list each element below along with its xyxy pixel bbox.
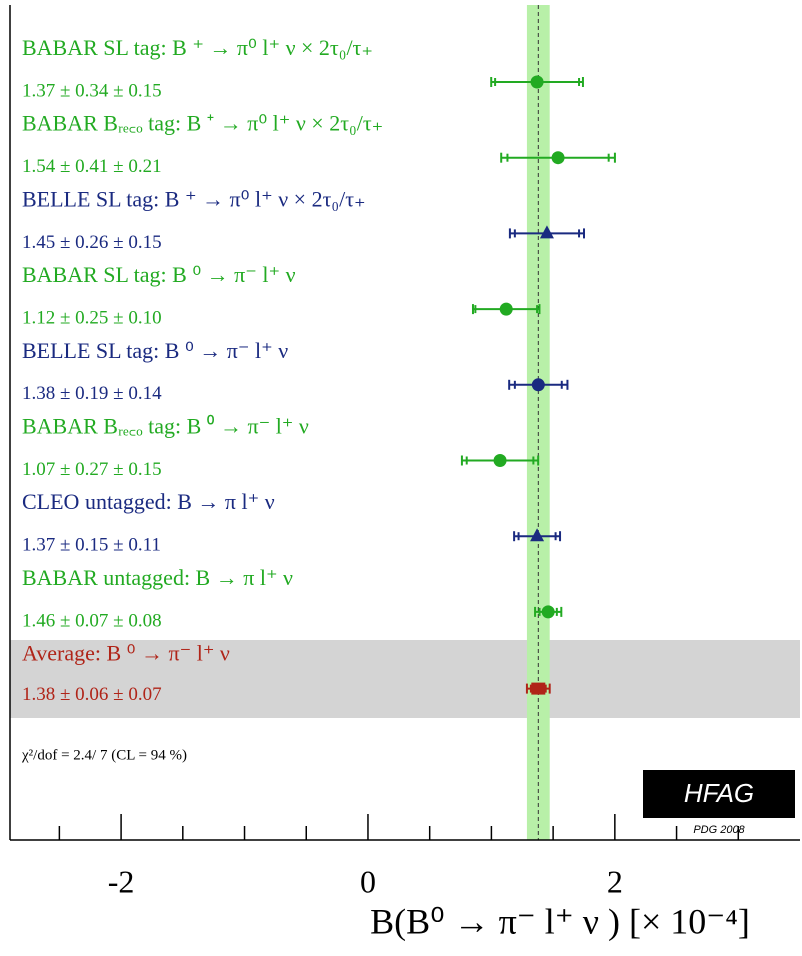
measurement-value-label: 1.38 ± 0.19 ± 0.14 bbox=[22, 383, 162, 404]
x-tick-label: 0 bbox=[360, 863, 376, 899]
marker bbox=[541, 605, 555, 619]
marker bbox=[499, 302, 513, 316]
x-axis-label: B(B⁰ → π⁻ l⁺ ν ) [× 10⁻⁴] bbox=[370, 901, 750, 941]
marker bbox=[539, 225, 554, 239]
logo: HFAG bbox=[684, 778, 754, 808]
measurement-label: BABAR SL tag: B ⁺ → π⁰ l⁺ ν × 2τ₀/τ₊ bbox=[22, 35, 373, 60]
measurement-label: BABAR SL tag: B ⁰ → π⁻ l⁺ ν bbox=[22, 262, 296, 287]
measurement-label: BABAR untagged: B → π l⁺ ν bbox=[22, 565, 293, 590]
measurement-label: BELLE SL tag: B ⁺ → π⁰ l⁺ ν × 2τ₀/τ₊ bbox=[22, 186, 366, 211]
x-tick-label: -2 bbox=[108, 863, 135, 899]
marker bbox=[493, 454, 507, 467]
marker bbox=[531, 378, 545, 392]
chi2-annotation: χ²/dof = 2.4/ 7 (CL = 94 %) bbox=[21, 747, 187, 763]
measurement-value-label: 1.37 ± 0.34 ± 0.15 bbox=[22, 80, 162, 101]
average-label: Average: B ⁰ → π⁻ l⁺ ν bbox=[22, 641, 230, 666]
measurement-value-label: 1.07 ± 0.27 ± 0.15 bbox=[22, 459, 162, 480]
measurement-label: CLEO untagged: B → π l⁺ ν bbox=[22, 489, 275, 514]
measurement-label: BELLE SL tag: B ⁰ → π⁻ l⁺ ν bbox=[22, 338, 288, 363]
marker bbox=[530, 75, 544, 89]
measurement-label: BABAR Bᵣₑ꜀ₒ tag: B ⁰ → π⁻ l⁺ ν bbox=[22, 414, 309, 439]
source: PDG 2008 bbox=[693, 824, 745, 836]
average-band bbox=[526, 5, 550, 840]
measurement-value-label: 1.12 ± 0.25 ± 0.10 bbox=[22, 307, 162, 328]
measurement-value-label: 1.54 ± 0.41 ± 0.21 bbox=[22, 156, 162, 177]
logo-box bbox=[643, 770, 795, 818]
measurement-label: BABAR Bᵣₑ꜀ₒ tag: B ⁺ → π⁰ l⁺ ν × 2τ₀/τ₊ bbox=[22, 111, 383, 136]
average-row bbox=[10, 640, 800, 718]
x-tick-label: 2 bbox=[607, 863, 623, 899]
marker bbox=[551, 151, 565, 165]
average-value-label: 1.38 ± 0.06 ± 0.07 bbox=[22, 684, 162, 705]
measurement-value-label: 1.45 ± 0.26 ± 0.15 bbox=[22, 232, 162, 253]
measurement-value-label: 1.37 ± 0.15 ± 0.11 bbox=[22, 535, 161, 556]
marker bbox=[530, 528, 545, 542]
average-marker bbox=[531, 682, 546, 695]
measurement-value-label: 1.46 ± 0.07 ± 0.08 bbox=[22, 610, 162, 631]
